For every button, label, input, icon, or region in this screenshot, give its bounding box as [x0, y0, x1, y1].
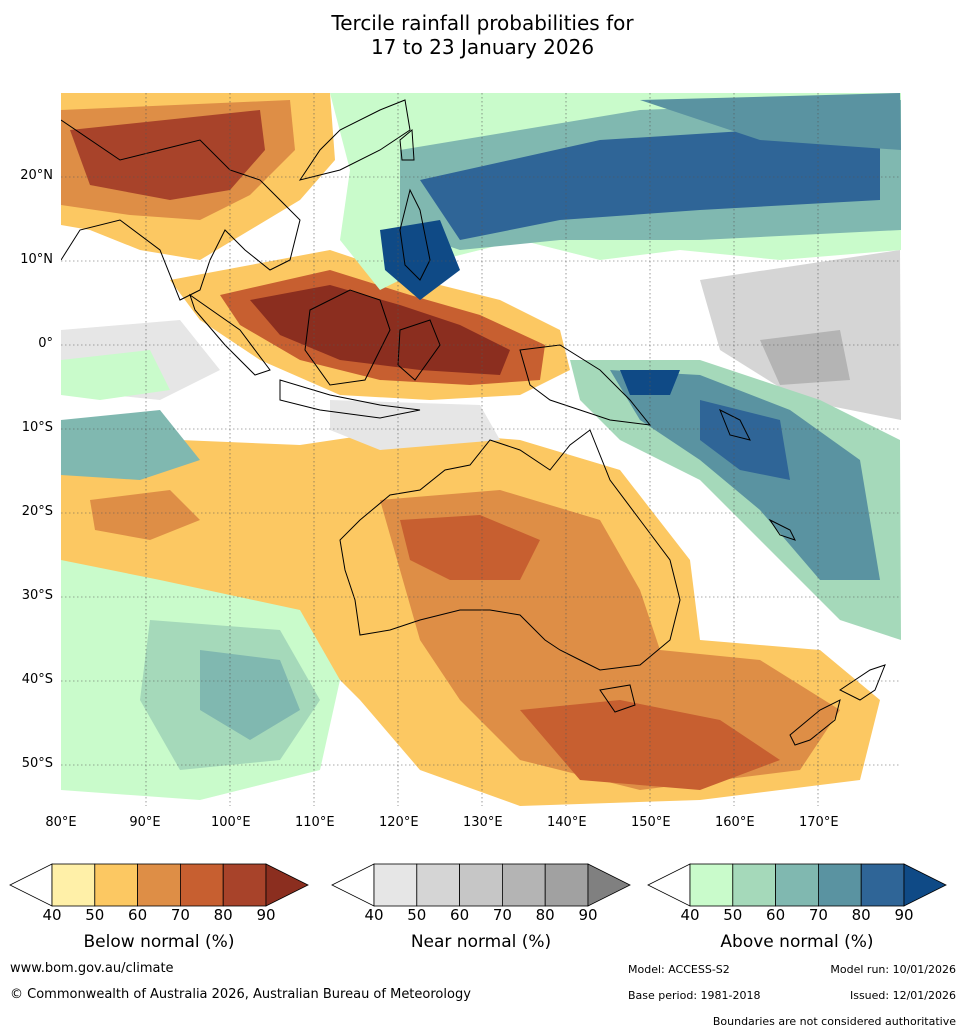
colorbar-swatch: [222, 863, 267, 907]
colorbar-tick-label: 40: [680, 906, 700, 924]
latitude-label: 40°S: [21, 672, 53, 687]
colorbar-low-extension: [647, 863, 691, 907]
colorbars: [9, 863, 947, 907]
longitude-label: 130°E: [463, 815, 503, 830]
longitude-label: 150°E: [631, 815, 671, 830]
longitude-label: 90°E: [129, 815, 161, 830]
colorbar-tick-label: 70: [808, 906, 828, 924]
colorbar-title: Near normal (%): [410, 932, 552, 952]
latitude-label: 50°S: [21, 756, 53, 771]
base-period: Base period: 1981-2018: [628, 989, 761, 1002]
colorbar-high-extension: [587, 863, 631, 907]
colorbar-tick-label: 70: [170, 906, 190, 924]
latitude-label: 30°S: [21, 588, 53, 603]
colorbar-high-extension: [265, 863, 309, 907]
colorbar-tick-label: 80: [851, 906, 871, 924]
gridlines: [61, 93, 901, 806]
colorbar-tick-label: 50: [85, 906, 105, 924]
colorbar-high-extension: [903, 863, 947, 907]
colorbar-swatch: [459, 863, 503, 907]
colorbar-title: Above normal (%): [720, 932, 874, 952]
colorbar-swatch: [544, 863, 589, 907]
longitude-label: 80°E: [45, 815, 77, 830]
colorbar-tick-label: 50: [407, 906, 427, 924]
colorbar-swatch: [775, 863, 819, 907]
colorbar-tick-label: 70: [492, 906, 512, 924]
colorbar-swatch: [373, 863, 418, 907]
copyright-notice: © Commonwealth of Australia 2026, Austra…: [10, 987, 471, 1002]
colorbar-tick-label: 60: [766, 906, 786, 924]
colorbar-tick-label: 50: [723, 906, 743, 924]
colorbar-tick-label: 90: [578, 906, 598, 924]
colorbar-tick-label: 90: [894, 906, 914, 924]
longitude-label: 110°E: [295, 815, 335, 830]
colorbar-tick-label: 80: [535, 906, 555, 924]
longitude-label: 140°E: [547, 815, 587, 830]
coastlines: [61, 99, 886, 746]
colorbar-title: Below normal (%): [83, 932, 235, 952]
longitude-label: 120°E: [379, 815, 419, 830]
colorbar-swatch: [51, 863, 96, 907]
latitude-label: 20°N: [20, 168, 53, 183]
latitude-label: 10°N: [20, 252, 53, 267]
model-name: Model: ACCESS-S2: [628, 963, 730, 976]
colorbar-swatch: [501, 863, 546, 907]
colorbar-swatch: [137, 863, 181, 907]
colorbar-tick-label: 60: [128, 906, 148, 924]
colorbar-swatch: [689, 863, 734, 907]
issued-date: Issued: 12/01/2026: [849, 989, 956, 1002]
colorbar-tick-label: 80: [213, 906, 233, 924]
map-title-line2: 17 to 23 January 2026: [370, 35, 595, 59]
colorbar-tick-label: 40: [42, 906, 62, 924]
longitude-label: 160°E: [715, 815, 755, 830]
longitude-label: 100°E: [211, 815, 251, 830]
model-run-date: Model run: 10/01/2026: [830, 963, 956, 976]
map-field: [61, 93, 901, 806]
colorbar-swatch: [179, 863, 224, 907]
website-link[interactable]: www.bom.gov.au/climate: [10, 961, 174, 976]
colorbar-low-extension: [9, 863, 53, 907]
boundaries-disclaimer: Boundaries are not considered authoritat…: [712, 1015, 956, 1028]
colorbar-swatch: [94, 863, 139, 907]
colorbar-tick-label: 40: [364, 906, 384, 924]
colorbar-low-extension: [331, 863, 375, 907]
latitude-label: 10°S: [21, 420, 53, 435]
colorbar-tick-label: 90: [256, 906, 276, 924]
longitude-label: 170°E: [799, 815, 839, 830]
colorbar-swatch: [860, 863, 905, 907]
map-title-line1: Tercile rainfall probabilities for: [331, 11, 634, 35]
colorbar-tick-label: 60: [450, 906, 470, 924]
latitude-label: 20°S: [21, 504, 53, 519]
latitude-label: 0°: [38, 336, 53, 351]
colorbar-swatch: [732, 863, 776, 907]
colorbar-swatch: [818, 863, 862, 907]
colorbar-swatch: [416, 863, 460, 907]
